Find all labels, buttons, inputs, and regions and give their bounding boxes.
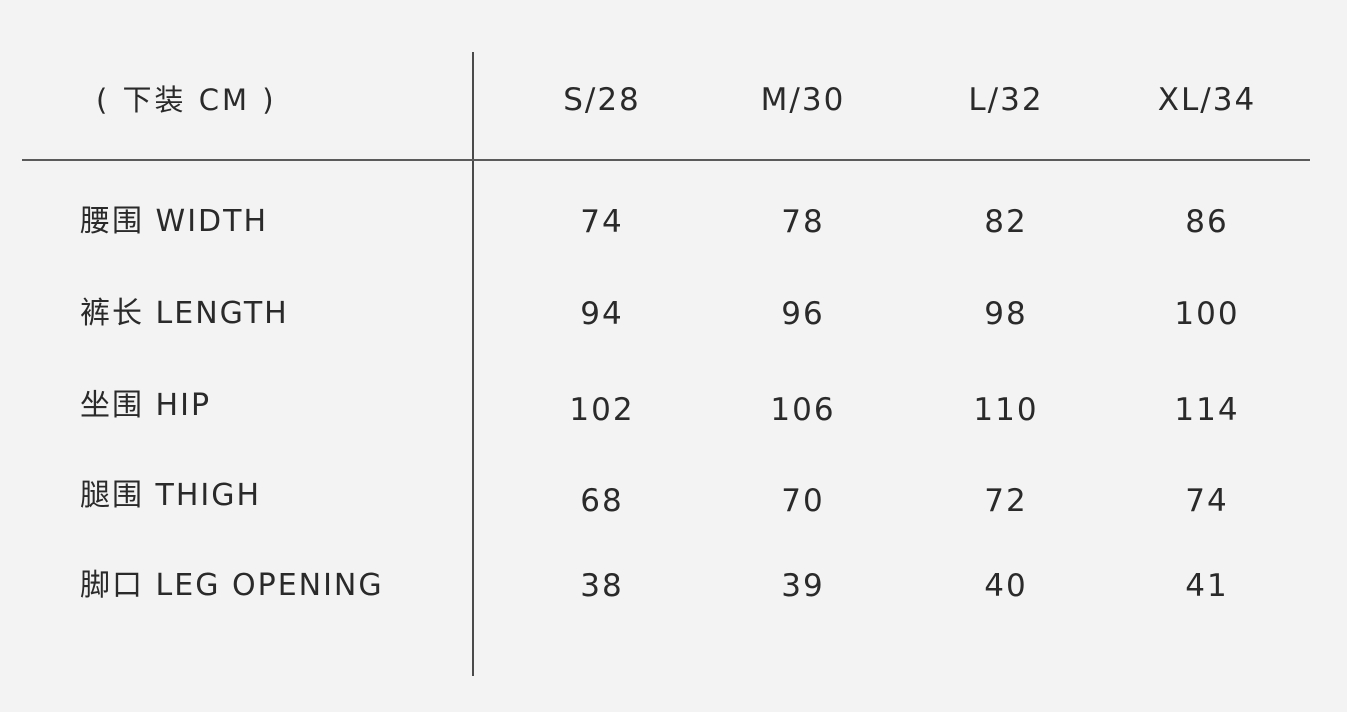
row-label-thigh: 腿围 THIGH bbox=[80, 478, 262, 513]
row-label-length: 裤长 LENGTH bbox=[80, 296, 289, 331]
table-cell: 94 bbox=[580, 296, 624, 332]
row-label-hip: 坐围 HIP bbox=[80, 388, 212, 423]
table-cell: 82 bbox=[984, 204, 1028, 240]
unit-label: ( 下装 CM ) bbox=[96, 83, 277, 117]
table-cell: 39 bbox=[781, 568, 825, 604]
table-cell: 68 bbox=[580, 483, 624, 519]
table-cell: 70 bbox=[781, 483, 825, 519]
table-cell: 110 bbox=[973, 392, 1039, 428]
row-label-leg-opening: 脚口 LEG OPENING bbox=[80, 568, 384, 603]
table-cell: 102 bbox=[569, 392, 635, 428]
table-cell: 74 bbox=[580, 204, 624, 240]
table-cell: 72 bbox=[984, 483, 1028, 519]
table-cell: 74 bbox=[1185, 483, 1229, 519]
table-cell: 86 bbox=[1185, 204, 1229, 240]
table-cell: 41 bbox=[1185, 568, 1229, 604]
table-cell: 40 bbox=[984, 568, 1028, 604]
header-divider bbox=[22, 159, 1310, 161]
table-cell: 38 bbox=[580, 568, 624, 604]
table-cell: 96 bbox=[781, 296, 825, 332]
row-label-width: 腰围 WIDTH bbox=[80, 204, 269, 239]
vertical-divider bbox=[472, 52, 474, 676]
size-header-l: L/32 bbox=[968, 82, 1044, 118]
size-header-m: M/30 bbox=[760, 82, 846, 118]
table-cell: 98 bbox=[984, 296, 1028, 332]
size-header-xl: XL/34 bbox=[1157, 82, 1257, 118]
size-header-s: S/28 bbox=[563, 82, 641, 118]
table-cell: 78 bbox=[781, 204, 825, 240]
table-cell: 100 bbox=[1174, 296, 1240, 332]
table-cell: 106 bbox=[770, 392, 836, 428]
table-cell: 114 bbox=[1174, 392, 1240, 428]
